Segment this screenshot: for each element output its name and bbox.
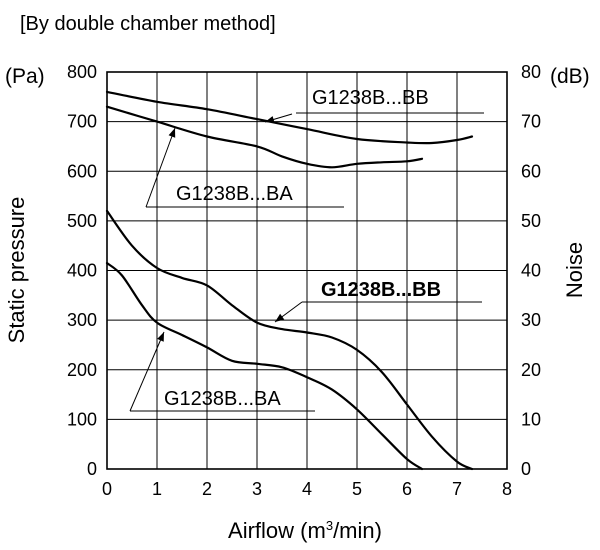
y-right-tick-label: 50 xyxy=(521,211,541,231)
leader-arrowhead xyxy=(168,128,176,138)
y-left-tick-label: 600 xyxy=(67,161,97,181)
curves xyxy=(105,90,474,471)
y-right-tick-label: 40 xyxy=(521,261,541,281)
y-left-tick-label: 800 xyxy=(67,62,97,82)
y-left-tick-label: 100 xyxy=(67,409,97,429)
x-tick-label: 3 xyxy=(252,479,262,499)
method-note: [By double chamber method] xyxy=(20,13,276,35)
leader-arrowhead xyxy=(275,313,285,322)
y-right-tick-label: 60 xyxy=(521,161,541,181)
leader-arrowhead xyxy=(265,116,275,123)
y-right-tick-label: 10 xyxy=(521,409,541,429)
leader-line xyxy=(129,331,165,412)
y-left-tick-label: 400 xyxy=(67,261,97,281)
x-tick-label: 6 xyxy=(402,479,412,499)
x-tick-label: 4 xyxy=(302,479,312,499)
y-left-tick-label: 700 xyxy=(67,112,97,132)
x-tick-label: 2 xyxy=(202,479,212,499)
x-tick-label: 5 xyxy=(352,479,362,499)
right-axis-unit: (dB) xyxy=(550,65,590,88)
right-axis-title: Noise xyxy=(562,242,587,298)
grid xyxy=(107,72,507,469)
y-right-tick-label: 0 xyxy=(521,459,531,479)
leader-line xyxy=(145,127,176,208)
x-tick-label: 7 xyxy=(452,479,462,499)
bb-pressure-label: G1238B...BB xyxy=(321,279,441,301)
x-axis-title-prefix: Airflow (m xyxy=(228,518,326,543)
y-right-tick-label: 80 xyxy=(521,62,541,82)
y-right-tick-label: 20 xyxy=(521,360,541,380)
tick-labels: 0 1 2 3 4 5 6 7 80100200300400500600700800010203… xyxy=(67,62,541,499)
y-right-tick-label: 30 xyxy=(521,310,541,330)
y-left-tick-label: 0 xyxy=(87,459,97,479)
ba-noise-curve xyxy=(105,105,424,169)
y-left-tick-label: 300 xyxy=(67,310,97,330)
curve-labels: G1238B...BB G1238B...BA G1238B...BB G1238B.… xyxy=(129,87,484,412)
x-axis-title-suffix: /min) xyxy=(333,518,382,543)
bb-noise-label: G1238B...BB xyxy=(312,87,429,109)
x-tick-label: 8 xyxy=(502,479,512,499)
x-axis-title-sup: 3 xyxy=(326,518,333,533)
leader-arrowhead xyxy=(157,332,164,342)
x-tick-label: 0 xyxy=(102,479,112,499)
y-right-tick-label: 70 xyxy=(521,112,541,132)
ba-pressure-curve xyxy=(105,262,424,471)
bb-noise-curve xyxy=(105,90,474,145)
y-left-tick-label: 500 xyxy=(67,211,97,231)
left-axis-unit: (Pa) xyxy=(5,65,45,88)
x-tick-label: 1 xyxy=(152,479,162,499)
x-axis-title: Airflow (m3/min) xyxy=(228,518,382,543)
ba-pressure-label: G1238B...BA xyxy=(164,388,281,410)
plot-frame xyxy=(106,71,508,470)
ba-noise-label: G1238B...BA xyxy=(176,183,293,205)
y-left-tick-label: 200 xyxy=(67,360,97,380)
bb-pressure-curve xyxy=(105,209,474,471)
left-axis-title: Static pressure xyxy=(4,197,29,344)
